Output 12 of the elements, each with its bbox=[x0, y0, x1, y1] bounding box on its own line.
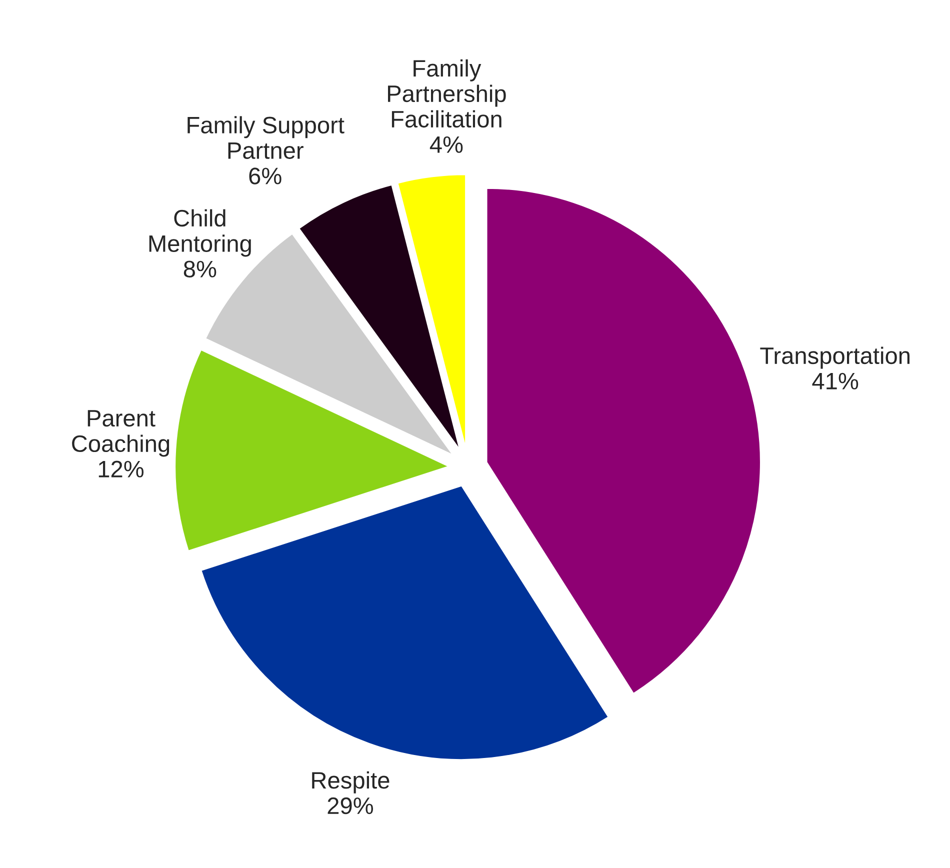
slice-label: Respite bbox=[312, 771, 390, 794]
slice-label: Family Partnership Facilitation bbox=[388, 59, 506, 128]
slice-label: Transportation bbox=[760, 346, 910, 369]
data-label: 8% bbox=[184, 260, 216, 278]
data-label: 41% bbox=[812, 372, 858, 390]
data-label: 6% bbox=[249, 168, 282, 184]
data-label: 12% bbox=[98, 460, 144, 478]
data-label: 4% bbox=[430, 136, 463, 153]
slice-label: Child Mentoring bbox=[149, 209, 251, 257]
slice-label: Parent Coaching bbox=[72, 410, 170, 457]
data-label: 29% bbox=[328, 797, 374, 814]
slice-label: Family Support Partner bbox=[188, 116, 344, 159]
